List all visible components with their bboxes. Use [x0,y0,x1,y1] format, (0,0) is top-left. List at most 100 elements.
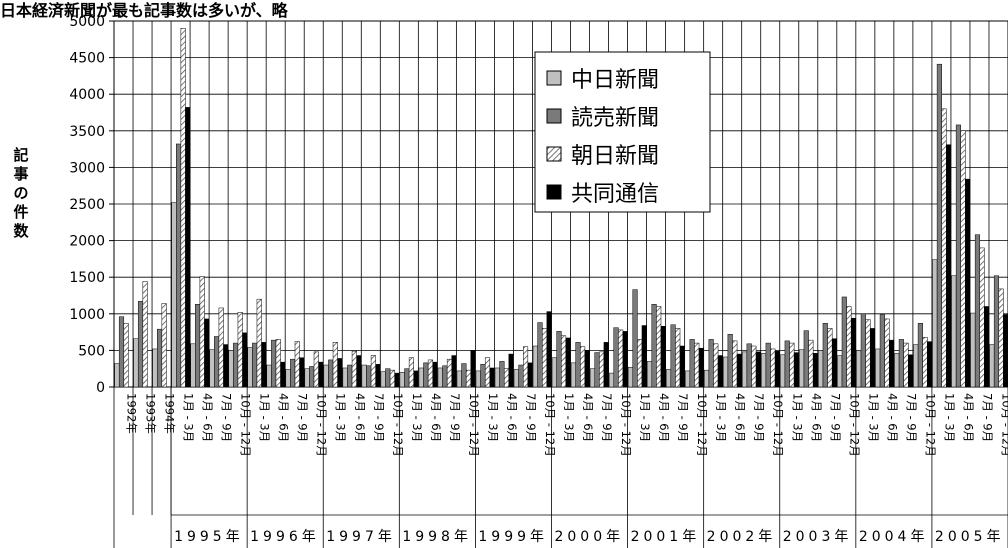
bar-読売新聞 [137,301,144,388]
bar-読売新聞 [461,363,467,388]
x-tick-label: 4月 - 6月 [581,393,595,442]
bar-読売新聞 [556,331,562,388]
bar-読売新聞 [271,339,277,388]
bar-朝日新聞 [180,28,186,388]
bar-読売新聞 [537,322,543,388]
bar-読売新聞 [727,334,733,388]
bar-朝日新聞 [656,306,662,388]
legend-swatch [546,70,562,86]
group-label: 2000年 [554,529,624,545]
y-tick-label: 1000 [69,307,105,323]
bar-中日新聞 [456,370,462,388]
bar-中日新聞 [913,344,919,388]
x-tick-label: 4月 - 6月 [961,393,975,442]
bar-読売新聞 [803,330,809,388]
bar-中日新聞 [171,202,177,388]
bar-朝日新聞 [199,276,205,388]
x-tick-label: 10月 - 12月 [619,393,633,457]
y-tick-label: 4500 [69,51,105,67]
bar-読売新聞 [632,289,638,388]
x-tick-label: 1993年 [144,393,158,434]
bar-朝日新聞 [522,346,529,388]
bar-中日新聞 [818,350,824,388]
bar-共同通信 [812,353,819,388]
bar-中日新聞 [304,368,310,388]
x-tick-label: 7月 - 9月 [676,393,690,442]
x-tick-label: 10月 - 12月 [999,393,1008,457]
bar-読売新聞 [689,339,695,388]
bar-共同通信 [793,352,799,388]
bar-朝日新聞 [161,303,167,388]
bar-朝日新聞 [484,357,491,388]
bar-中日新聞 [133,338,139,388]
bar-朝日新聞 [960,130,966,388]
bar-中日新聞 [361,364,367,388]
bar-読売新聞 [841,296,847,388]
x-tick-label: 4月 - 6月 [885,393,899,442]
bar-読売新聞 [651,304,657,388]
bar-中日新聞 [761,353,767,388]
bar-共同通信 [204,318,210,388]
bar-共同通信 [622,331,628,388]
bar-共同通信 [375,364,381,388]
bar-共同通信 [774,350,780,388]
x-tick-label: 1月 - 3月 [334,393,348,442]
bar-読売新聞 [993,275,1000,388]
bar-朝日新聞 [237,312,243,388]
bar-朝日新聞 [808,339,814,388]
x-tick-label: 1月 - 3月 [638,393,652,442]
legend-label: 中日新聞 [571,68,659,93]
bar-読売新聞 [176,143,182,388]
y-tick-label: 4000 [69,87,105,103]
bar-読売新聞 [518,364,524,388]
bar-中日新聞 [342,367,348,388]
x-tick-label: 4月 - 6月 [657,393,671,442]
bar-中日新聞 [494,367,500,388]
bar-中日新聞 [665,369,672,388]
bar-読売新聞 [879,314,885,388]
bar-中日新聞 [418,367,424,388]
bar-読売新聞 [499,361,505,388]
x-tick-label: 10月 - 12月 [923,393,937,457]
bar-共同通信 [223,344,229,388]
bar-読売新聞 [613,327,619,388]
bar-共同通信 [318,361,324,388]
bar-共同通信 [717,355,723,388]
bar-共同通信 [927,341,933,388]
bar-共同通信 [489,367,495,388]
bar-朝日新聞 [751,345,757,388]
bar-共同通信 [413,370,419,388]
bar-中日新聞 [513,369,519,388]
bar-共同通信 [660,325,666,388]
group-label: 1999年 [478,529,548,545]
bar-朝日新聞 [694,342,700,388]
bar-中日新聞 [704,369,710,388]
x-tick-label: 10月 - 12月 [543,393,557,457]
bar-読売新聞 [594,352,600,388]
bar-共同通信 [908,354,914,388]
legend-label: 読売新聞 [571,106,659,131]
bar-中日新聞 [875,348,881,388]
bar-中日新聞 [627,366,634,388]
bar-朝日新聞 [770,348,776,388]
x-tick-label: 7月 - 9月 [372,393,386,442]
bar-共同通信 [1003,314,1008,388]
group-label: 2002年 [707,529,777,545]
bar-朝日新聞 [846,306,852,388]
bar-中日新聞 [152,348,158,388]
bar-中日新聞 [228,350,234,388]
x-tick-label: 7月 - 9月 [296,393,310,442]
bar-読売新聞 [366,365,372,388]
x-tick-label: 10月 - 12月 [239,393,253,457]
group-label: 2004年 [859,529,929,545]
bar-中日新聞 [970,312,976,388]
bar-共同通信 [698,347,704,388]
bar-朝日新聞 [903,342,909,388]
group-label: 2005年 [935,529,1005,545]
bar-中日新聞 [608,372,615,388]
group-label: 2003年 [783,529,853,545]
bar-中日新聞 [742,351,748,388]
x-tick-label: 10月 - 12月 [771,393,785,457]
x-tick-label: 1月 - 3月 [790,393,804,442]
bar-共同通信 [280,361,286,388]
